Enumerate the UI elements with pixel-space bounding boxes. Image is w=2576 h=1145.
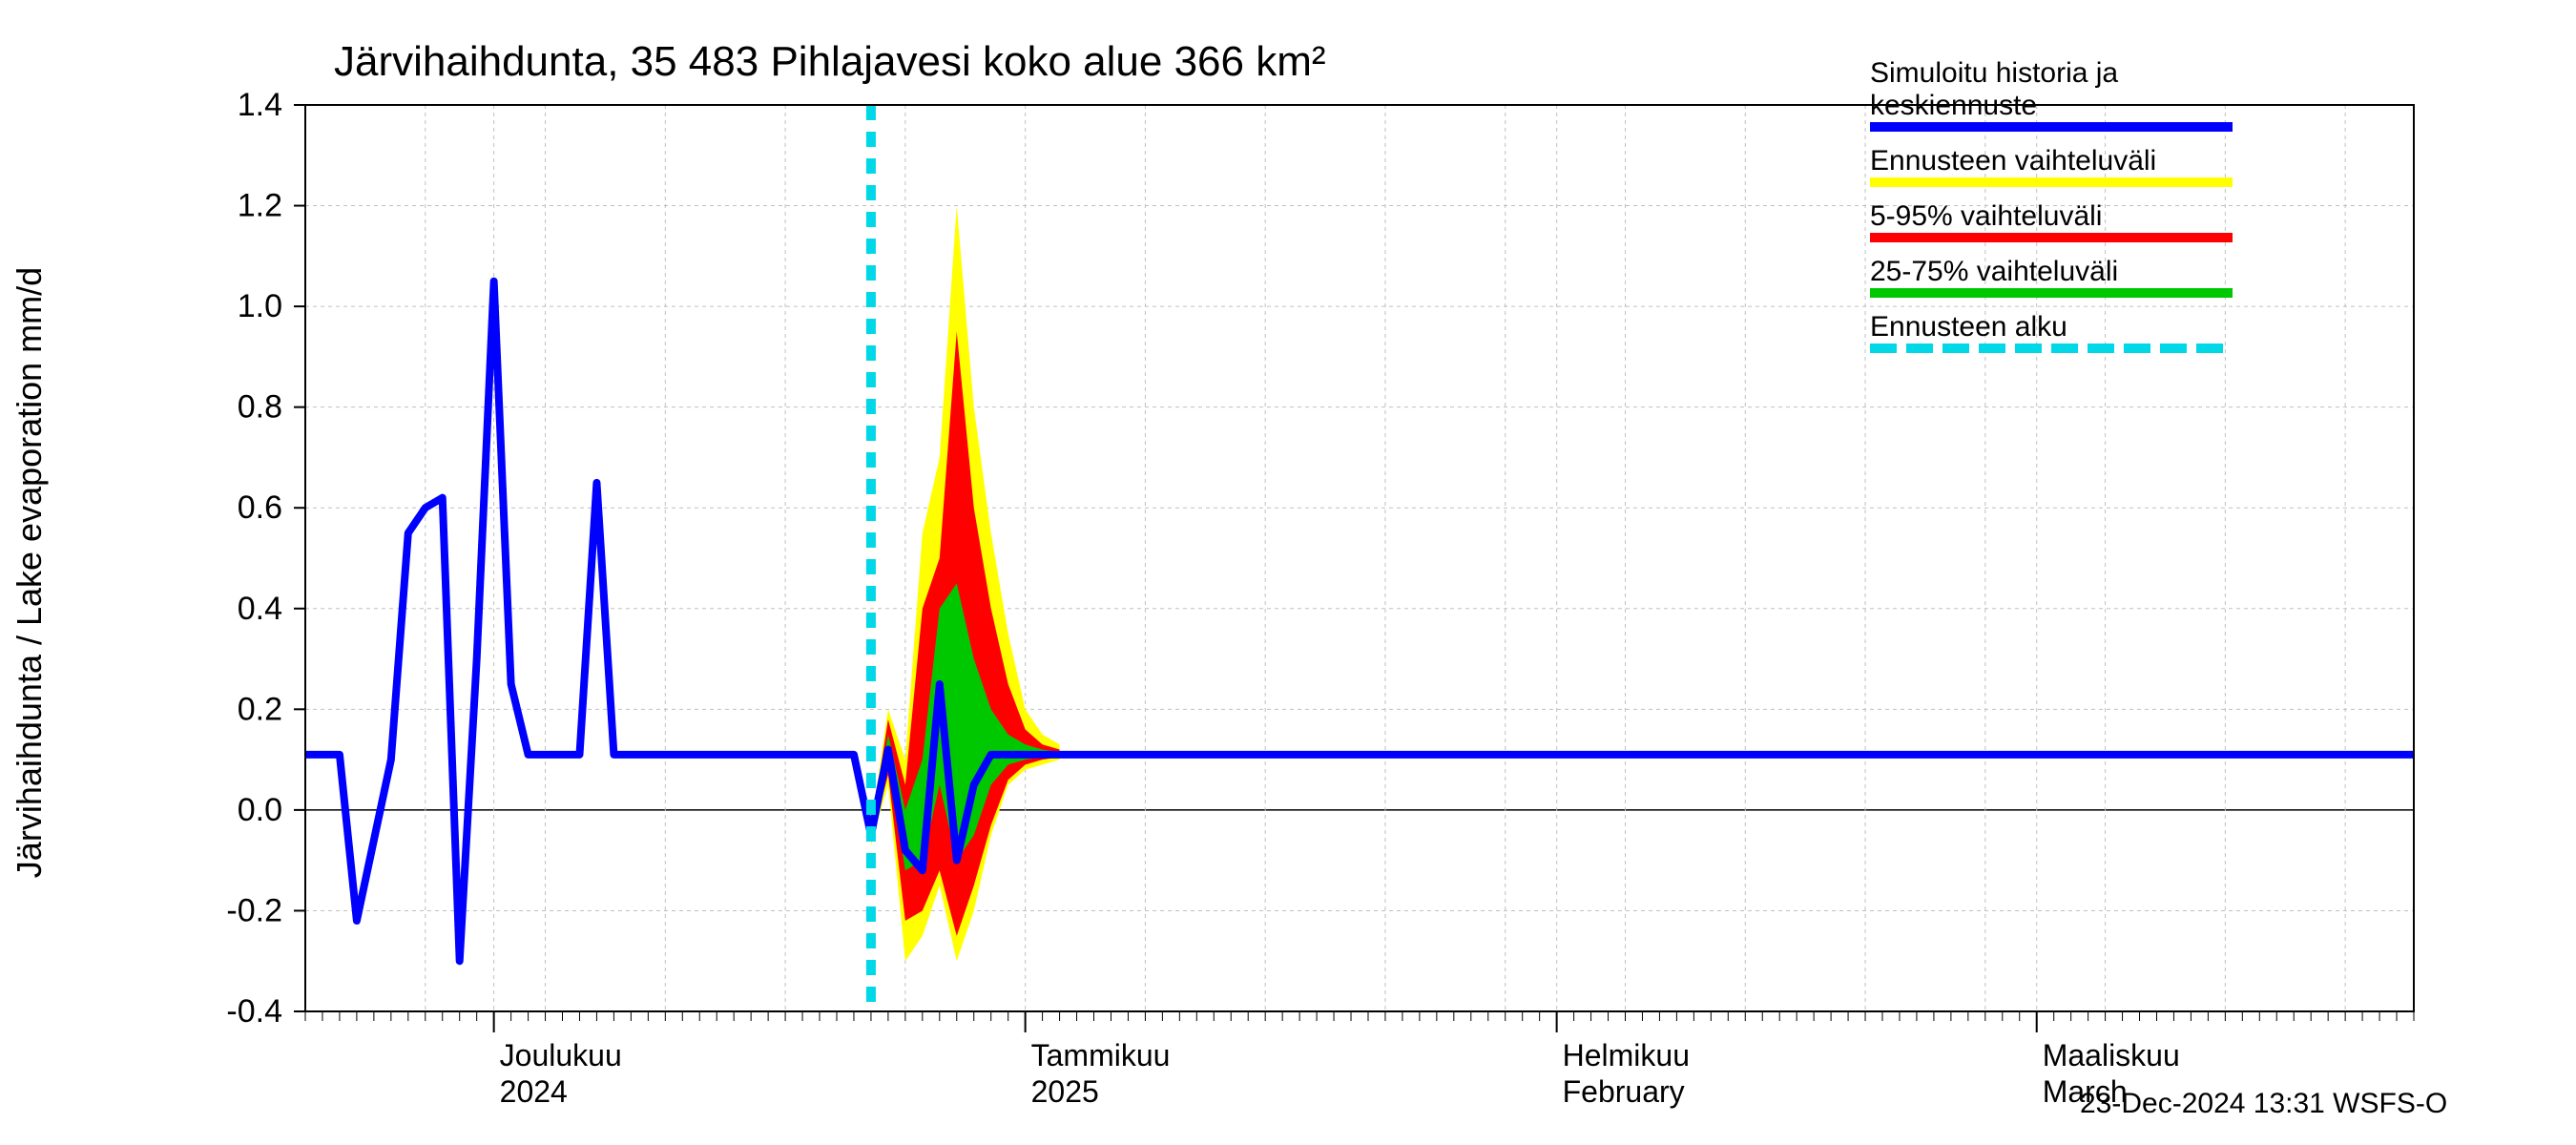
legend-swatch: [1870, 288, 2233, 298]
svg-text:0.4: 0.4: [238, 591, 282, 627]
chart-container: Järvihaihdunta, 35 483 Pihlajavesi koko …: [0, 0, 2576, 1145]
legend-swatch: [1870, 122, 2233, 132]
legend-swatch: [1870, 344, 2233, 353]
svg-text:1.2: 1.2: [238, 188, 282, 224]
legend-label: 5-95% vaihteluväli: [1870, 200, 2102, 233]
x-month-label: Maaliskuu: [2043, 1038, 2180, 1073]
svg-text:1.0: 1.0: [238, 288, 282, 324]
svg-text:0.2: 0.2: [238, 691, 282, 727]
legend-swatch: [1870, 233, 2233, 242]
y-axis-label: Järvihaihdunta / Lake evaporation mm/d: [10, 267, 50, 878]
legend-label: keskiennuste: [1870, 90, 2037, 122]
x-month-sublabel: 2025: [1031, 1074, 1099, 1110]
x-month-sublabel: March: [2043, 1074, 2128, 1110]
svg-text:-0.2: -0.2: [226, 892, 282, 928]
x-month-sublabel: 2024: [500, 1074, 568, 1110]
svg-text:-0.4: -0.4: [226, 993, 282, 1030]
x-month-sublabel: February: [1563, 1074, 1685, 1110]
chart-title: Järvihaihdunta, 35 483 Pihlajavesi koko …: [334, 38, 1326, 86]
svg-text:0.6: 0.6: [238, 489, 282, 526]
legend-label: Ennusteen alku: [1870, 311, 2067, 344]
x-month-label: Helmikuu: [1563, 1038, 1690, 1073]
legend-swatch: [1870, 177, 2233, 187]
x-month-label: Joulukuu: [500, 1038, 622, 1073]
svg-text:1.4: 1.4: [238, 87, 282, 123]
svg-text:0.0: 0.0: [238, 792, 282, 828]
footer-timestamp: 23-Dec-2024 13:31 WSFS-O: [2080, 1088, 2447, 1120]
x-month-label: Tammikuu: [1031, 1038, 1171, 1073]
legend-label: 25-75% vaihteluväli: [1870, 256, 2118, 288]
chart-plot: -0.4 -0.2 0.0 0.2 0.4 0.6 0.8 1.0 1.2 1.4: [0, 0, 2576, 1145]
legend-label: Simuloitu historia ja: [1870, 57, 2118, 90]
svg-text:0.8: 0.8: [238, 389, 282, 426]
legend-label: Ennusteen vaihteluväli: [1870, 145, 2156, 177]
